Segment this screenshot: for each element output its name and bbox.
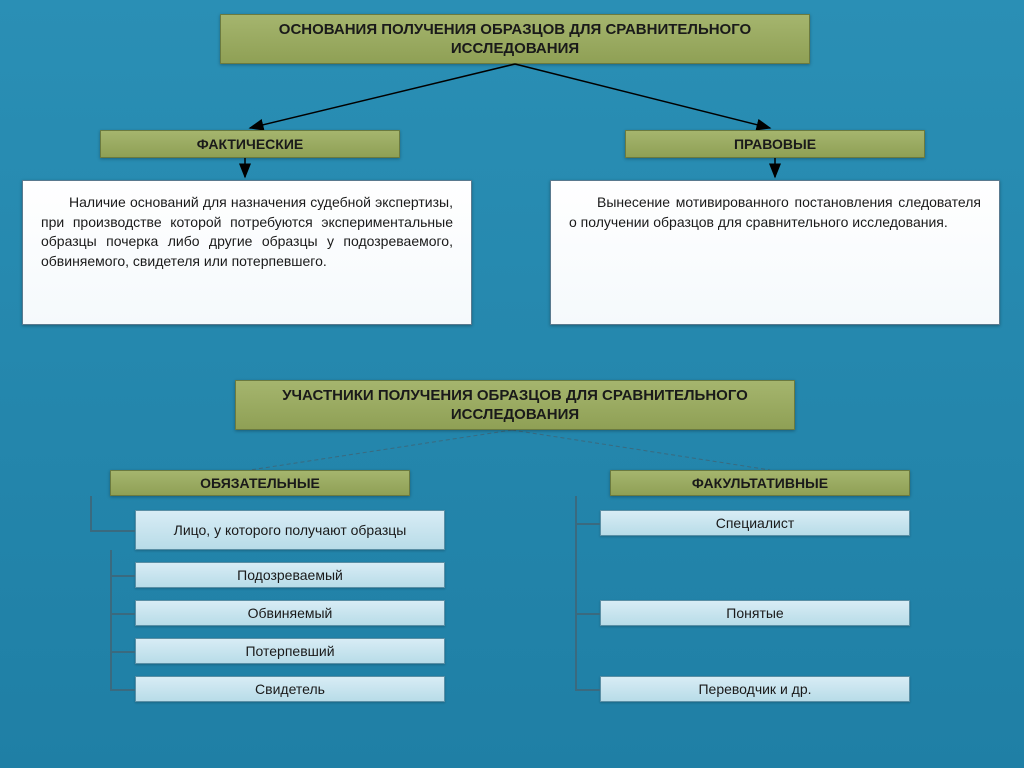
left-item-3: Потерпевший: [135, 638, 445, 664]
bottom-left-label: ОБЯЗАТЕЛЬНЫЕ: [110, 470, 410, 496]
left-bracket-h1: [110, 575, 135, 577]
right-bracket-h4: [575, 689, 600, 691]
left-bracket-outer-h: [90, 530, 135, 532]
bottom-left-label-text: ОБЯЗАТЕЛЬНЫЕ: [200, 475, 320, 491]
right-item-0: Специалист: [600, 510, 910, 536]
top-title-box: ОСНОВАНИЯ ПОЛУЧЕНИЯ ОБРАЗЦОВ ДЛЯ СРАВНИТ…: [220, 14, 810, 64]
right-item-2: Понятые: [600, 600, 910, 626]
left-bracket-outer-v: [90, 496, 92, 530]
bottom-right-label-text: ФАКУЛЬТАТИВНЫЕ: [692, 475, 828, 491]
left-item-3-text: Потерпевший: [245, 643, 334, 659]
top-right-body-text: Вынесение мотивированного постановления …: [569, 193, 981, 232]
left-item-0-text: Лицо, у которого получают образцы: [174, 522, 407, 539]
left-item-2-text: Обвиняемый: [248, 605, 333, 621]
top-title-text: ОСНОВАНИЯ ПОЛУЧЕНИЯ ОБРАЗЦОВ ДЛЯ СРАВНИТ…: [221, 20, 809, 59]
left-item-2: Обвиняемый: [135, 600, 445, 626]
top-right-label: ПРАВОВЫЕ: [625, 130, 925, 158]
top-left-body: Наличие оснований для назначения судебно…: [22, 180, 472, 325]
top-right-label-text: ПРАВОВЫЕ: [734, 136, 816, 152]
left-item-4-text: Свидетель: [255, 681, 325, 697]
left-item-1: Подозреваемый: [135, 562, 445, 588]
right-bracket-v: [575, 496, 577, 690]
left-bracket-h3: [110, 651, 135, 653]
top-left-label-text: ФАКТИЧЕСКИЕ: [197, 136, 303, 152]
right-item-0-text: Специалист: [716, 515, 795, 531]
bottom-right-label: ФАКУЛЬТАТИВНЫЕ: [610, 470, 910, 496]
right-item-4: Переводчик и др.: [600, 676, 910, 702]
right-item-2-text: Понятые: [726, 605, 783, 621]
left-item-1-text: Подозреваемый: [237, 567, 343, 583]
top-right-body: Вынесение мотивированного постановления …: [550, 180, 1000, 325]
bottom-title-box: УЧАСТНИКИ ПОЛУЧЕНИЯ ОБРАЗЦОВ ДЛЯ СРАВНИТ…: [235, 380, 795, 430]
right-item-4-text: Переводчик и др.: [698, 681, 811, 697]
left-bracket-h4: [110, 689, 135, 691]
bottom-title-text: УЧАСТНИКИ ПОЛУЧЕНИЯ ОБРАЗЦОВ ДЛЯ СРАВНИТ…: [236, 386, 794, 425]
left-item-0: Лицо, у которого получают образцы: [135, 510, 445, 550]
top-left-label: ФАКТИЧЕСКИЕ: [100, 130, 400, 158]
right-bracket-h0: [575, 523, 600, 525]
left-bracket-h2: [110, 613, 135, 615]
right-bracket-h2: [575, 613, 600, 615]
left-item-4: Свидетель: [135, 676, 445, 702]
top-left-body-text: Наличие оснований для назначения судебно…: [41, 193, 453, 271]
left-bracket-v: [110, 550, 112, 690]
